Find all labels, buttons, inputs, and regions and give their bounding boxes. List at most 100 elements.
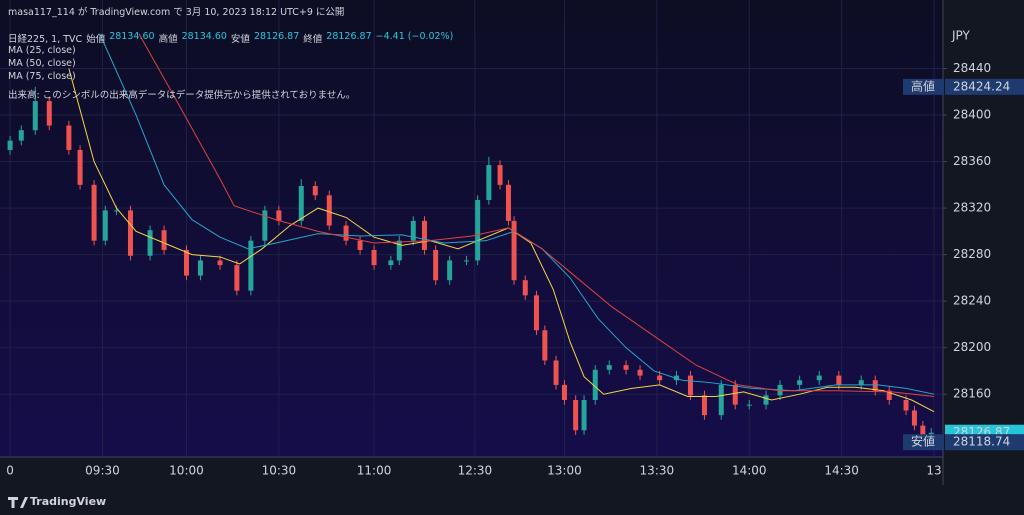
candle-body [573,400,579,431]
plot-background [0,0,943,457]
candle-body [127,210,133,256]
ohlc-value: 28126.87 [253,31,300,42]
volume-note-text: 出来高: このシンボルの出来高データはデータ提供元から提供されておりません。 [8,90,356,101]
candle-body [511,220,517,281]
ohlc-value: 28134.60 [181,31,227,42]
candle-body [66,125,72,150]
candle-body [248,240,254,291]
price-badge-value: 28118.74 [953,435,1010,449]
legend-entry: MA (25, close) [8,45,76,56]
price-badge-label: 高値 [911,78,935,93]
price-badge-value: 28424.24 [953,79,1010,93]
candle-body [262,210,268,241]
candle-body [433,249,439,281]
legend-entry: MA (75, close) [8,71,76,82]
candle-body [183,249,189,276]
x-tick-label: 0 [6,464,14,478]
ohlc-label: 安値 [230,34,250,45]
candle-body [836,375,842,385]
candle-body [91,184,97,241]
candle-body [197,260,203,276]
candle-body [371,249,377,266]
candle-body [797,380,803,385]
publisher: masa117_114 が TradingView.com で 3月 10, 2… [8,4,344,18]
candle-body [872,380,878,391]
y-tick-label: 28240 [953,294,991,308]
candle-body [396,240,402,261]
candle-body [217,260,223,266]
x-tick-label: 09:30 [85,464,120,478]
candle-body [326,195,332,226]
candle-body [505,184,511,221]
price-badge [945,78,1024,95]
legend-entry: MA (50, close) [8,58,76,69]
symbol: 日経225, 1, TVC [8,34,83,45]
candle-body [687,375,693,396]
candle-body [657,375,663,381]
candle-body [623,365,629,370]
y-tick-label: 28160 [953,387,991,401]
candle-body [637,369,643,376]
candle-body [357,240,363,250]
candle-body [920,425,926,439]
logo [8,497,28,508]
y-tick-label: 28280 [953,247,991,261]
y-tick-label: 28200 [953,340,991,354]
publisher-text: masa117_114 が TradingView.com で 3月 10, 2… [8,7,345,18]
candle-body [343,225,349,241]
candle-body [388,260,394,266]
candle-body [718,384,724,416]
candle-body [18,130,24,141]
candle-body [732,384,738,405]
candle-body [816,375,822,381]
candle-body [421,220,427,250]
x-tick-label: 10:30 [262,464,297,478]
ohlc-value: 28126.87 [326,31,372,42]
x-tick-label: 14:00 [732,464,767,478]
candle-body [592,369,598,401]
candle-body [911,410,917,426]
candle-body [903,400,909,411]
candle-body [298,185,304,221]
y-tick-label: 28360 [953,154,991,168]
x-tick-label: 14:30 [824,464,859,478]
ohlc-label: 終値 [303,34,323,45]
candle-body [522,280,528,296]
candle-body [32,101,38,131]
candle-body [701,395,707,416]
candle-body [113,210,119,212]
legend: MA (25, close) MA (50, close) MA (75, clos… [8,45,76,82]
candle-body [46,101,52,126]
currency: JPY [951,29,971,43]
price-badge-tag [903,78,944,95]
candle-body [312,185,318,196]
candle-body [553,360,559,385]
candle-body [161,230,167,250]
candle-body [763,395,769,405]
change: −4.41 (−0.02%) [375,31,454,42]
candle-body [542,330,548,361]
candle-body [606,365,612,370]
x-tick-label: 12:30 [458,464,493,478]
candle-body [858,380,864,385]
x-tick-label: 10:00 [169,464,204,478]
x-tick-label: 13:30 [640,464,675,478]
candle-body [475,199,481,261]
ohlc-label: 高値 [158,34,178,45]
x-tick-label: 13:00 [547,464,582,478]
candle-body [102,210,108,241]
volume-note: 出来高: このシンボルの出来高データはデータ提供元から提供されておりません。 [8,87,355,101]
candle-body [486,165,492,200]
candle-body [561,384,567,401]
y-tick-label: 28400 [953,108,991,122]
ohlc-row: 日経225, 1, TVC 始値 28134.60 高値 28134.60 安値 2812… [8,31,453,45]
candle-body [7,140,13,150]
candle-body [463,260,469,262]
x-tick-label: 13 [926,464,941,478]
brand: TradingView [30,495,106,508]
candle-body [147,230,153,256]
candle-body [533,295,539,331]
candle-body [886,390,892,401]
